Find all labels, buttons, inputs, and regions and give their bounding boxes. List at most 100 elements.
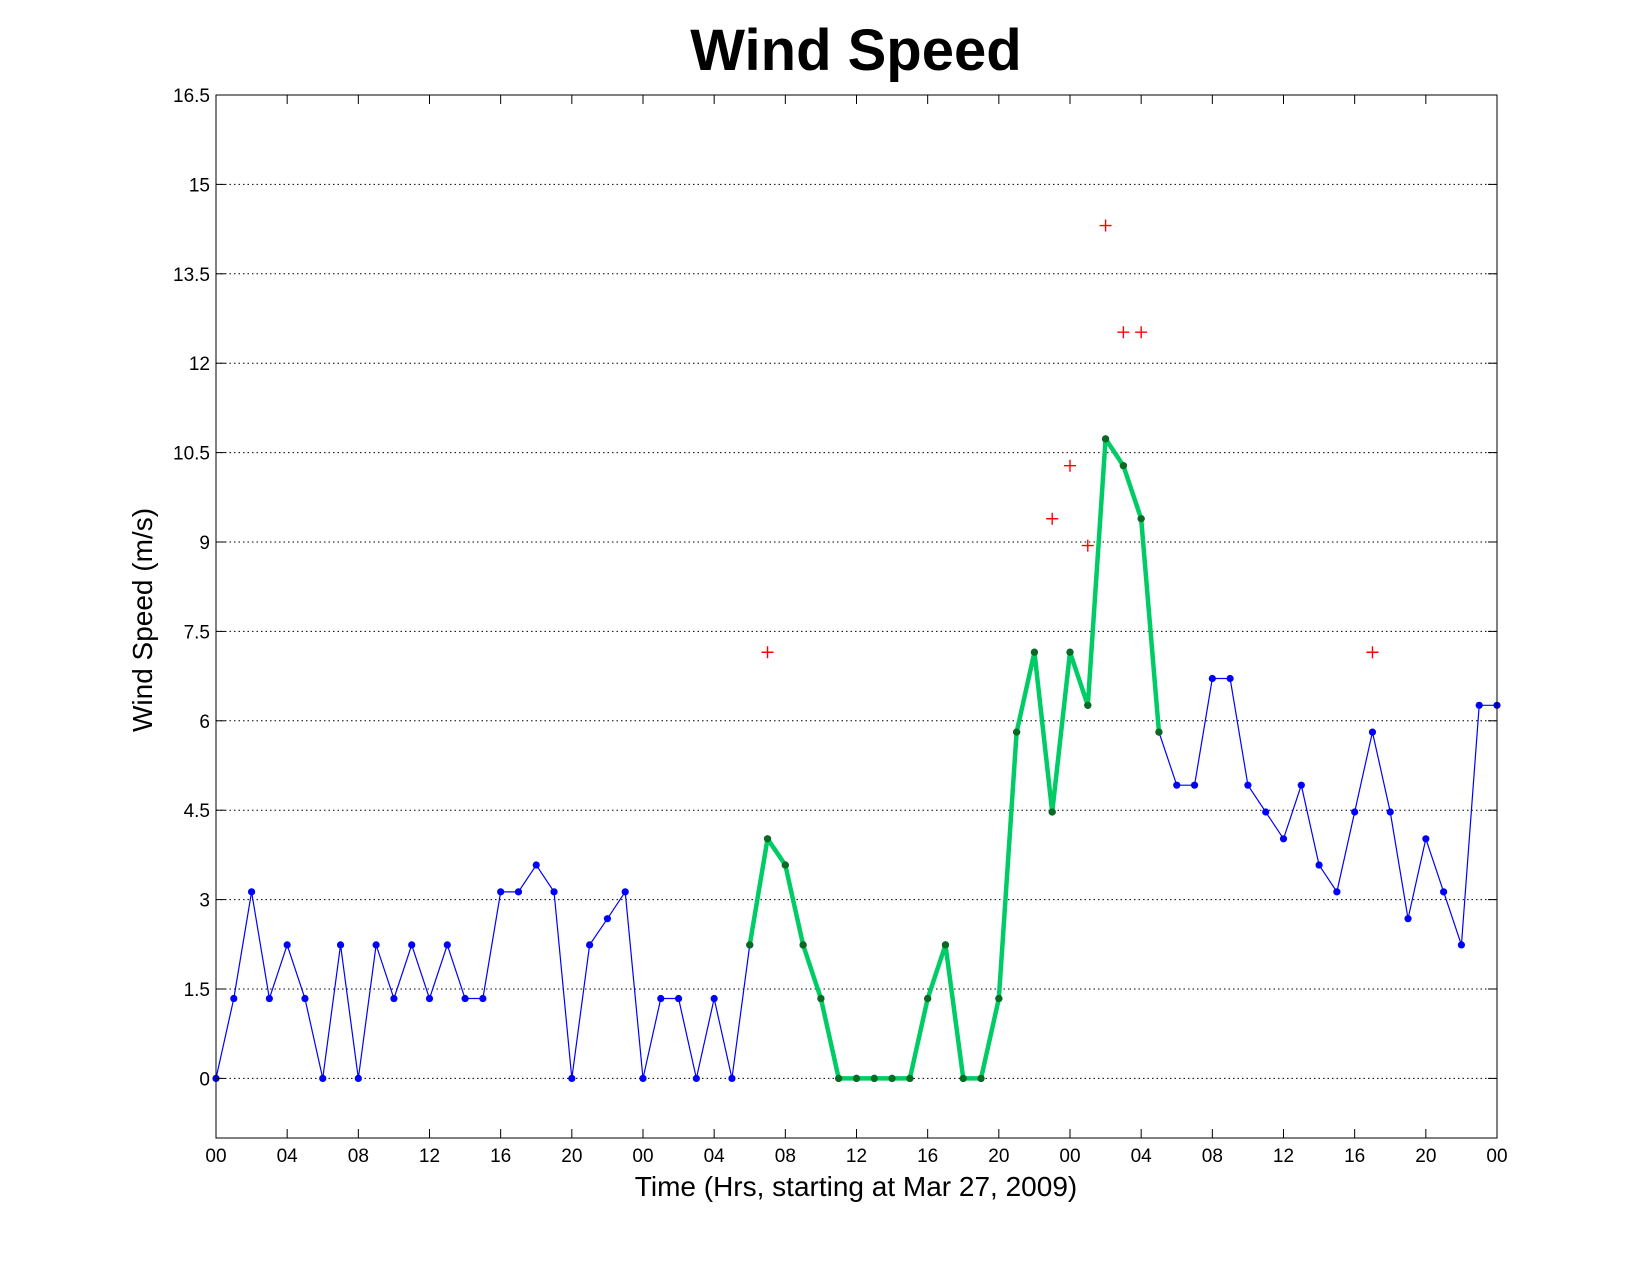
blue-series-point: [372, 941, 380, 949]
x-tick-label: 00: [1059, 1146, 1080, 1167]
green-series-point: [1030, 648, 1039, 656]
red-plus-marker: [1046, 512, 1059, 525]
y-axis-label: Wind Speed (m/s): [127, 508, 158, 732]
green-series-point: [835, 1074, 843, 1082]
x-tick-label: 12: [846, 1146, 867, 1167]
blue-series-point: [621, 888, 629, 896]
x-tick-label: 16: [1344, 1146, 1365, 1167]
red-plus-marker: [1064, 459, 1076, 472]
blue-series-point: [336, 941, 345, 949]
blue-series-point: [657, 994, 665, 1003]
green-series-point: [1155, 728, 1163, 736]
green-series-point: [1137, 515, 1145, 523]
y-tick-label: 6: [199, 712, 210, 733]
blue-series-point: [1315, 861, 1323, 869]
green-series-line: [747, 436, 1162, 1081]
plot-series: [212, 219, 1501, 1082]
blue-series-point: [692, 1074, 700, 1082]
y-tick-label: 7.5: [184, 622, 210, 643]
green-series-point: [888, 1074, 896, 1082]
green-series-point: [746, 941, 754, 949]
blue-series-point: [550, 888, 558, 896]
y-tick-label: 16.5: [173, 86, 210, 107]
x-axis-label: Time (Hrs, starting at Mar 27, 2009): [635, 1171, 1077, 1202]
x-tick-label: 16: [917, 1146, 938, 1167]
y-tick-label: 10.5: [173, 444, 210, 465]
blue-series-point: [586, 941, 594, 949]
blue-series-point: [247, 888, 256, 896]
green-series-point: [1084, 701, 1092, 709]
blue-series-point: [1368, 728, 1377, 736]
blue-series-point: [728, 1074, 736, 1082]
x-tick-label: 16: [490, 1146, 511, 1167]
green-series-point: [1066, 648, 1074, 656]
x-tick-label: 00: [1486, 1146, 1507, 1167]
green-series-point: [1119, 462, 1127, 470]
blue-series-point: [568, 1074, 576, 1082]
blue-series-point: [479, 994, 487, 1003]
red-plus-marker: [1081, 539, 1094, 552]
red-plus-marker: [1135, 326, 1148, 339]
chart-title: Wind Speed: [690, 18, 1021, 83]
green-series-point: [977, 1074, 985, 1082]
blue-series-point: [301, 994, 309, 1003]
green-series-point: [852, 1074, 861, 1082]
blue-series-point: [283, 941, 291, 949]
x-tick-label: 08: [1202, 1146, 1223, 1167]
blue-series-point: [1173, 781, 1181, 789]
blue-series-point: [1297, 781, 1305, 789]
blue-series-point: [1208, 674, 1216, 683]
blue-series-point: [1190, 781, 1199, 789]
green-series-point: [799, 941, 807, 949]
blue-series-point: [1422, 835, 1430, 843]
blue-series-point: [461, 994, 469, 1003]
blue-series-point: [265, 994, 273, 1003]
blue-series-point: [1404, 915, 1412, 923]
green-series-point: [1101, 435, 1110, 443]
blue-series-point: [1333, 888, 1341, 896]
blue-series-point: [1244, 781, 1252, 789]
x-tick-label: 00: [632, 1146, 653, 1167]
blue-series-point: [1262, 808, 1270, 816]
x-tick-label: 00: [205, 1146, 226, 1167]
green-series-point: [870, 1074, 878, 1082]
blue-series-point: [1351, 808, 1359, 816]
green-series-point: [924, 994, 932, 1003]
blue-series-point: [354, 1074, 362, 1082]
blue-series-point: [1475, 701, 1483, 709]
x-tick-label: 20: [988, 1146, 1009, 1167]
y-tick-label: 0: [199, 1069, 210, 1090]
blue-series-point: [1440, 888, 1448, 896]
y-tick-label: 4.5: [184, 801, 210, 822]
blue-series-point: [319, 1074, 327, 1082]
blue-series-point: [408, 941, 416, 949]
x-tick-label: 04: [1131, 1146, 1153, 1167]
green-series-point: [781, 861, 789, 869]
x-tick-label: 04: [704, 1146, 726, 1167]
blue-series-point: [603, 915, 612, 923]
blue-series-point: [710, 994, 718, 1003]
y-tick-label: 12: [189, 354, 210, 375]
red-plus-marker: [1117, 326, 1130, 339]
blue-series-point: [497, 888, 505, 896]
y-tick-label: 3: [199, 891, 210, 912]
x-tick-label: 08: [348, 1146, 369, 1167]
blue-series-point: [425, 994, 434, 1003]
blue-series-point: [1386, 808, 1394, 816]
blue-series-point: [532, 861, 540, 869]
y-tick-label: 15: [189, 175, 210, 196]
blue-series-point: [1457, 941, 1466, 949]
green-series-point: [995, 994, 1003, 1003]
blue-series-point: [674, 994, 683, 1003]
blue-series-point: [443, 941, 451, 949]
green-series-point: [906, 1074, 914, 1082]
x-tick-label: 20: [1415, 1146, 1436, 1167]
blue-series-point: [1226, 674, 1234, 683]
blue-series-point: [1279, 835, 1288, 843]
green-series-point: [941, 941, 950, 949]
blue-series-line: [215, 437, 1497, 1080]
blue-series-point: [230, 994, 238, 1003]
y-tick-label: 13.5: [173, 265, 210, 286]
green-series-point: [959, 1074, 967, 1082]
